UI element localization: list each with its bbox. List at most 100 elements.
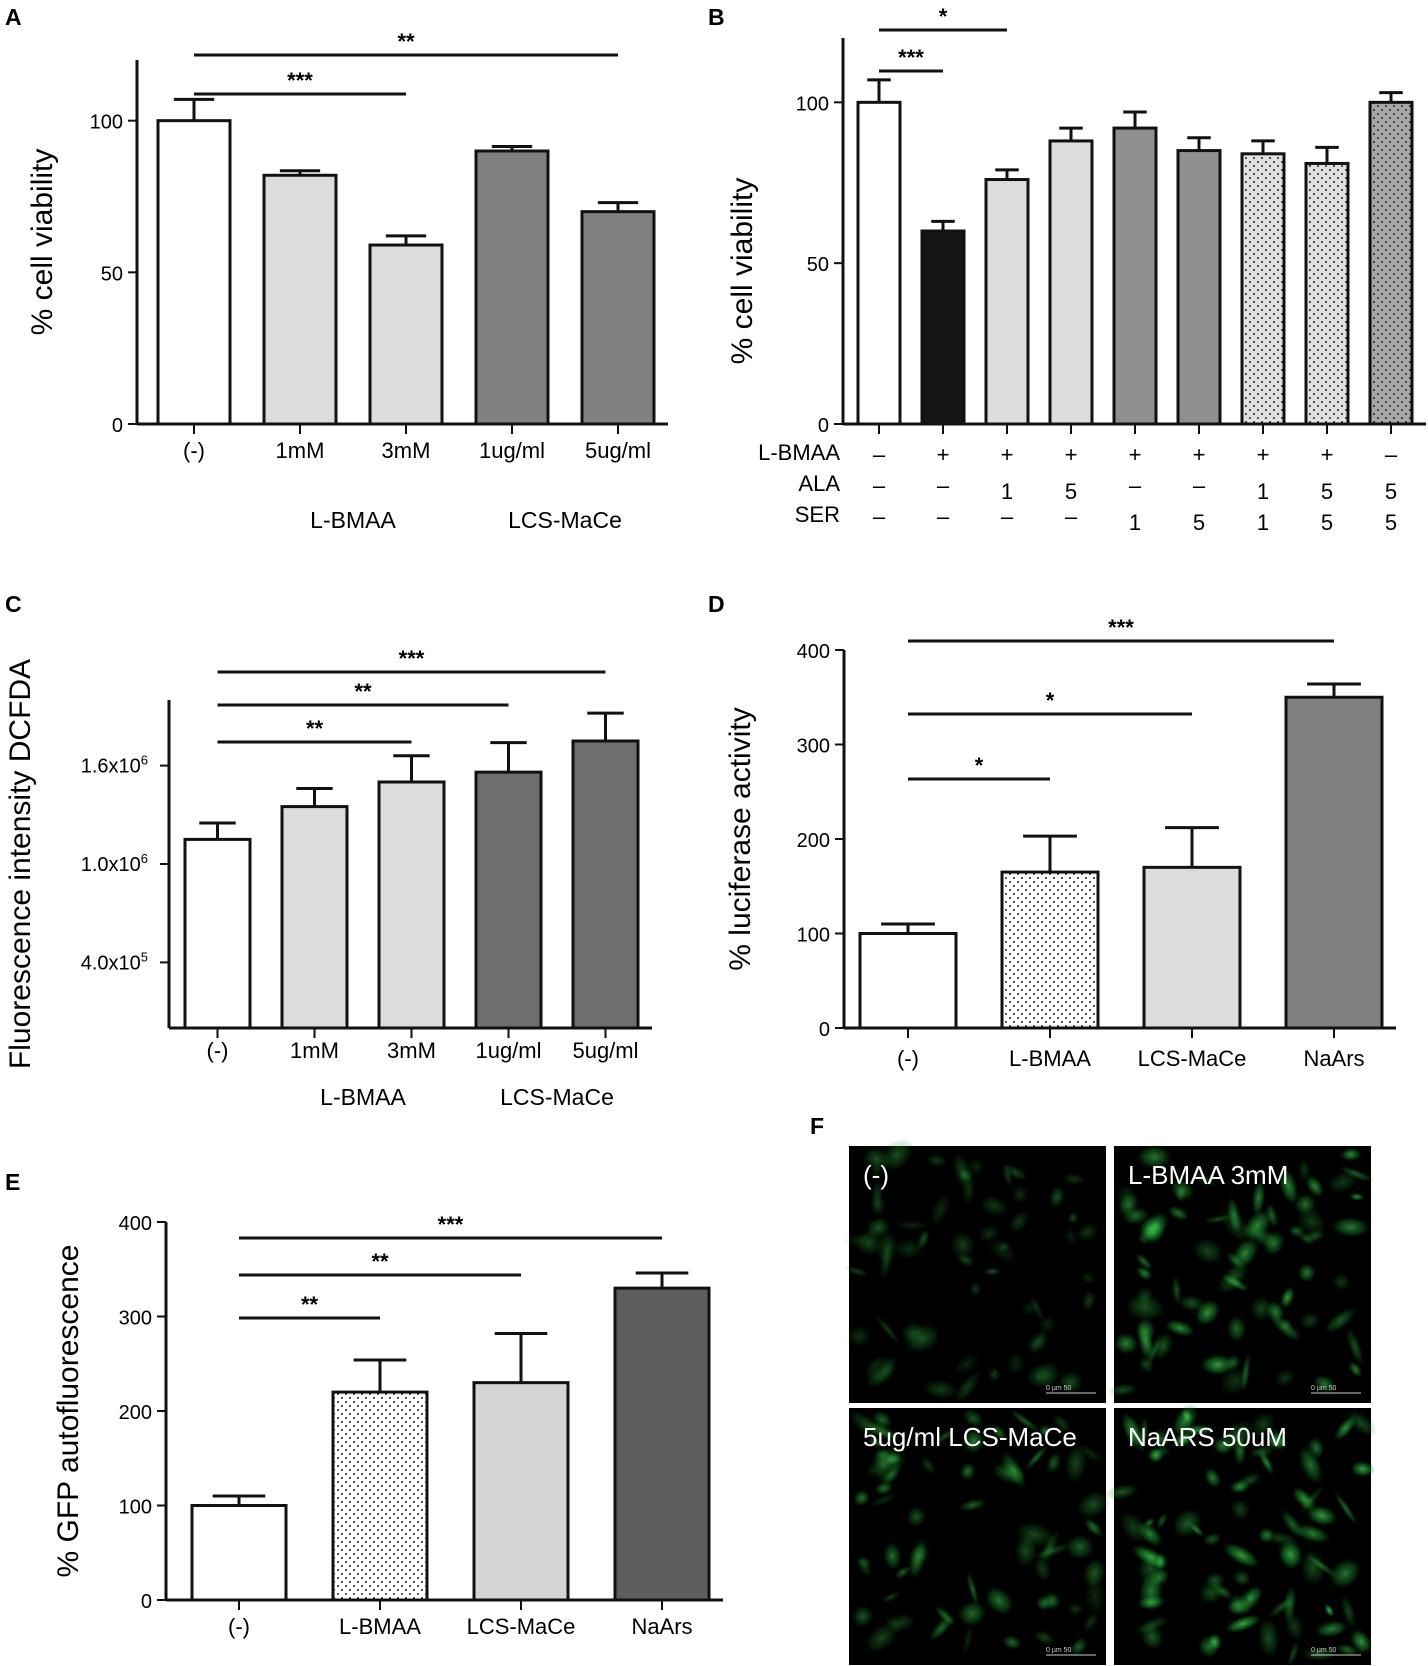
- scale-bar-label: 0 µm 50: [1046, 1385, 1072, 1392]
- cell-blob: [962, 1408, 985, 1429]
- cell-blob: [1326, 1170, 1360, 1195]
- cell-blob: [1295, 1206, 1327, 1236]
- cell-blob: [1142, 1211, 1170, 1240]
- bar: [571, 739, 640, 1030]
- cell-blob: [1297, 1444, 1324, 1486]
- bar: [1000, 870, 1100, 1030]
- cell-blob: [1024, 1444, 1049, 1471]
- cell-blob: [875, 1228, 899, 1268]
- cell-blob: [1006, 1351, 1026, 1376]
- significance-label: **: [397, 29, 415, 54]
- cell-blob: [907, 1542, 932, 1567]
- y-tick-label: 300: [797, 736, 830, 758]
- cell-blob: [1167, 1205, 1190, 1222]
- cell-blob: [961, 1178, 976, 1206]
- cell-blob: [1333, 1415, 1357, 1442]
- cell-blob: [1192, 1237, 1224, 1265]
- cell-blob: [1007, 1209, 1031, 1234]
- y-tick-label: 4.0x105: [81, 949, 148, 974]
- cell-blob: [1231, 1569, 1252, 1587]
- treatment-cell: –: [873, 442, 886, 467]
- cell-blob: [1000, 1450, 1028, 1490]
- cell-blob: [1220, 1205, 1251, 1244]
- cell-blob: [879, 1591, 902, 1604]
- treatment-cell: –: [1001, 504, 1014, 529]
- cell-blob: [961, 1623, 974, 1656]
- treatment-cell: 5: [1321, 510, 1333, 535]
- cell-blob: [880, 1137, 915, 1172]
- cell-blob: [1257, 1527, 1275, 1544]
- treatment-cell: +: [937, 442, 950, 467]
- treatment-cell: –: [1193, 473, 1206, 498]
- cell-blob: [883, 1452, 903, 1466]
- cell-blob: [988, 1367, 1001, 1382]
- x-tick-label: NaArs: [1303, 1046, 1364, 1071]
- cell-blob: [873, 1481, 894, 1496]
- cell-blob: [1164, 1319, 1196, 1338]
- cell-blob: [1224, 1614, 1262, 1634]
- significance-label: **: [371, 1249, 389, 1274]
- bar: [1112, 126, 1158, 426]
- cell-blob: [1032, 1629, 1056, 1646]
- cell-blob: [1226, 1593, 1249, 1615]
- cell-blob: [848, 1409, 885, 1440]
- chart-e-gfp-autofluorescence: 0 100 200 300 400 % GFP autofluorescence (-) L-…: [52, 1212, 723, 1639]
- cell-blob: [1048, 1185, 1066, 1209]
- cell-blob: [1180, 1408, 1194, 1425]
- cell-blob: [1297, 1262, 1317, 1283]
- cell-blob: [1296, 1231, 1316, 1246]
- x-tick-label: 1mM: [276, 438, 325, 463]
- treatment-cell: 1: [1129, 510, 1141, 535]
- cell-blob: [929, 1193, 951, 1227]
- panel-label-e: E: [5, 1169, 20, 1195]
- cell-blob: [1113, 1332, 1139, 1355]
- significance-label: ***: [438, 1212, 464, 1237]
- cell-blob: [1251, 1178, 1266, 1218]
- cell-blob: [1328, 1557, 1362, 1590]
- treatment-cell: 5: [1385, 479, 1397, 504]
- y-tick-label: 50: [101, 263, 123, 285]
- cell-blob: [893, 1565, 912, 1580]
- cell-blob: [1107, 1382, 1139, 1397]
- x-tick-label: L-BMAA: [1009, 1046, 1091, 1071]
- y-tick-label: 1.6x106: [81, 753, 148, 778]
- cell-blob: [1121, 1412, 1146, 1452]
- significance-label: **: [301, 1292, 319, 1317]
- y-tick-label: 300: [119, 1308, 152, 1330]
- cell-blob: [1080, 1271, 1096, 1285]
- bar: [856, 100, 902, 426]
- micrograph-tile: 5ug/ml LCS-MaCe 0 µm 50: [848, 1408, 1110, 1665]
- y-axis-label: % cell viability: [726, 178, 759, 365]
- cell-blob: [1075, 1222, 1100, 1243]
- cell-blob: [1188, 1169, 1220, 1189]
- cell-blob: [1063, 1227, 1079, 1247]
- micrograph-tile: (-) 0 µm 50: [843, 1137, 1106, 1404]
- bar: [183, 837, 252, 1030]
- y-tick-label: 0: [818, 415, 829, 437]
- cell-blob: [1236, 1472, 1263, 1489]
- cell-blob: [1202, 1532, 1223, 1547]
- bar: [920, 229, 966, 426]
- cell-blob: [1081, 1289, 1097, 1313]
- treatment-cell: 5: [1193, 510, 1205, 535]
- cell-blob: [1014, 1533, 1038, 1569]
- cell-blob: [1026, 1330, 1050, 1355]
- cell-blob: [1331, 1273, 1352, 1292]
- bar: [262, 173, 338, 426]
- x-tick-label: (-): [897, 1046, 919, 1071]
- cell-blob: [1035, 1595, 1052, 1612]
- group-label: L-BMAA: [310, 507, 396, 533]
- micrograph-tile: L-BMAA 3mM 0 µm 50: [1107, 1144, 1375, 1403]
- x-tick-label: 1mM: [290, 1038, 339, 1063]
- cell-blob: [865, 1216, 891, 1239]
- panel-label-c: C: [5, 591, 22, 617]
- cell-blob: [1299, 1548, 1327, 1587]
- cell-blob: [1314, 1619, 1349, 1639]
- cell-blob: [1220, 1273, 1251, 1293]
- cell-blob: [1312, 1374, 1337, 1394]
- cell-blob: [851, 1604, 874, 1628]
- cell-blob: [867, 1491, 901, 1508]
- cell-blob: [953, 1352, 981, 1376]
- bar: [190, 1504, 288, 1602]
